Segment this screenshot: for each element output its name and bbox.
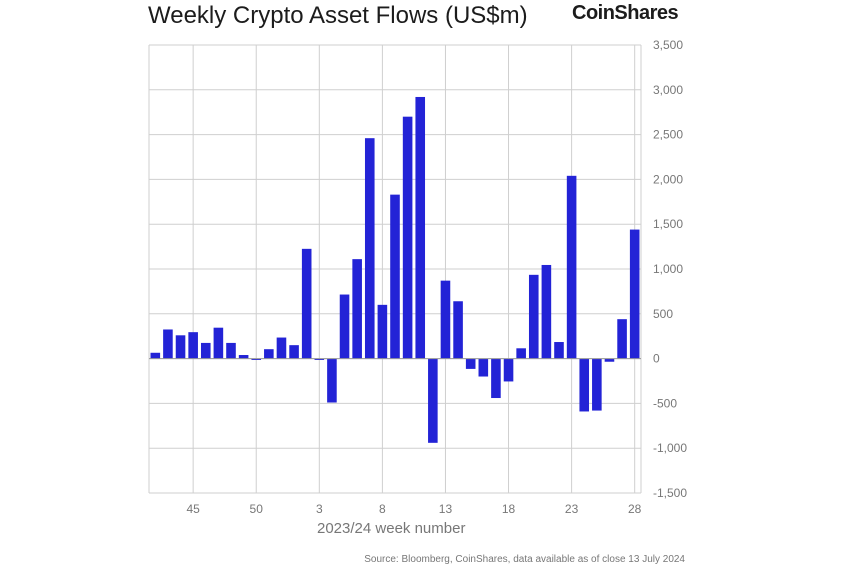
bar-week-45 [188,332,198,359]
bar-week-12 [428,358,438,443]
bar-week-44 [175,335,186,359]
y-tick-label: 1,500 [653,217,683,231]
x-tick-label: 3 [316,502,323,516]
bar-week-19 [516,348,526,359]
bars [150,96,640,443]
bar-week-51 [264,349,274,359]
y-tick-label: 0 [653,352,660,366]
bar-week-21 [541,264,552,359]
bar-week-14 [453,301,463,359]
y-tick-labels: 3,500 3,000 2,500 2,000 1,500 1,000 500 0 -500 -1… [653,38,687,500]
bar-week-15 [465,358,476,369]
bar-week-6 [352,259,362,359]
bar-week-49 [238,355,249,359]
bar-week-18 [503,358,514,382]
x-tick-label: 8 [379,502,386,516]
x-tick-label: 13 [439,502,453,516]
y-tick-label: 3,000 [653,83,683,97]
bar-week-9 [390,194,400,359]
bar-week-50 [251,358,262,360]
x-axis-label: 2023/24 week number [317,520,466,537]
bar-week-43 [163,329,173,359]
bar-week-47 [213,327,224,359]
bar-week-5 [339,294,350,359]
bar-week-7 [364,138,375,359]
bar-week-16 [478,358,489,377]
chart-title: Weekly Crypto Asset Flows (US$m) [148,2,528,29]
bar-week-52 [276,337,287,359]
bar-week-20 [528,274,539,359]
y-tick-label: -1,500 [653,486,687,500]
bar-week-25 [592,358,602,411]
source-note: Source: Bloomberg, CoinShares, data avai… [364,554,685,565]
y-tick-label: -500 [653,396,677,410]
bar-week-4 [327,358,337,403]
bar-week-48 [226,342,236,359]
bar-week-46 [200,342,211,359]
bar-week-42 [150,352,161,359]
bar-week-1 [289,345,299,359]
bar-week-13 [440,280,451,359]
bar-week-23 [566,175,577,359]
bar-week-10 [402,116,413,359]
x-tick-label: 45 [186,502,200,516]
bar-week-11 [415,96,426,359]
y-tick-label: 2,000 [653,172,683,186]
coinshares-logo: CoinShares [572,2,679,24]
bar-week-2 [301,248,312,359]
bar-week-22 [554,342,564,359]
bar-week-24 [579,358,590,412]
y-tick-label: 3,500 [653,38,683,52]
y-tick-label: 1,000 [653,262,683,276]
bar-week-26 [604,358,615,362]
y-tick-label: -1,000 [653,441,687,455]
y-tick-label: 500 [653,307,673,321]
x-tick-label: 28 [628,502,642,516]
bar-week-3 [314,358,325,360]
x-tick-label: 23 [565,502,579,516]
y-tick-label: 2,500 [653,128,683,142]
bar-week-27 [617,319,627,359]
bar-week-8 [377,304,388,359]
x-tick-labels: 45 50 3 8 13 18 23 28 [186,502,641,516]
x-tick-label: 50 [250,502,264,516]
bar-week-28 [629,229,640,359]
x-tick-label: 18 [502,502,516,516]
bar-week-17 [491,358,501,399]
